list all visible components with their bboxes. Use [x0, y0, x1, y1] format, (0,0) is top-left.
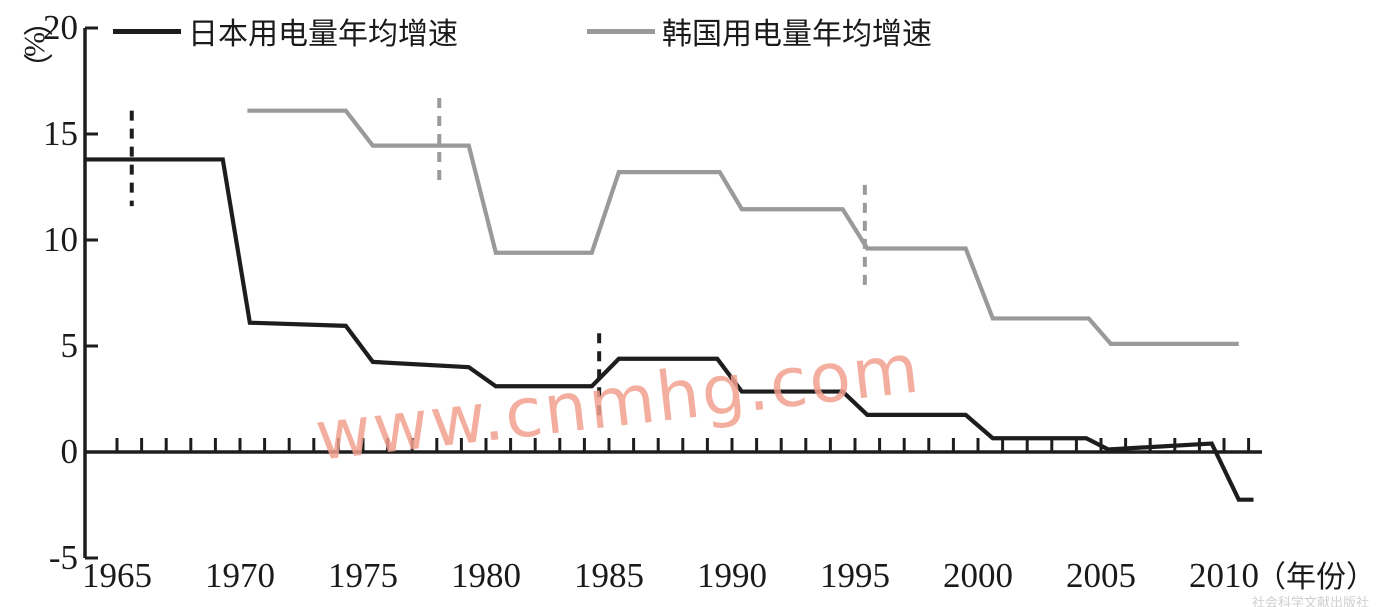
x-tick-label: 1975	[328, 556, 398, 595]
y-tick-label: 0	[61, 432, 79, 471]
x-tick-label: 2005	[1066, 556, 1136, 595]
x-tick-label: 1995	[820, 556, 890, 595]
korea-line-swatch-icon	[587, 28, 655, 34]
y-tick-label: 20	[43, 8, 78, 47]
legend-label-japan: 日本用电量年均增速	[188, 18, 458, 51]
y-tick-label: 5	[61, 326, 79, 365]
series-line-korea	[247, 108, 1239, 346]
y-tick-label: 10	[43, 220, 78, 259]
x-tick-label: 2010	[1189, 556, 1259, 595]
x-tick-label: 1990	[697, 556, 767, 595]
y-tick-label: -5	[49, 538, 78, 577]
legend-label-korea: 韩国用电量年均增速	[662, 18, 932, 51]
x-tick-label: 1980	[451, 556, 521, 595]
legend-item-korea: 韩国用电量年均增速	[587, 14, 932, 51]
y-tick-label: 15	[43, 114, 78, 153]
x-tick-label: 1985	[574, 556, 644, 595]
data-series-group	[85, 108, 1254, 502]
x-axis-unit-label: （年份）	[1256, 561, 1376, 594]
publisher-watermark: 社会科学文献出版社	[1252, 595, 1370, 607]
x-tick-label: 1970	[205, 556, 275, 595]
legend-item-japan: 日本用电量年均增速	[113, 14, 458, 51]
x-tick-label: 2000	[943, 556, 1013, 595]
axes-group: 20 15 10 5 0 -5	[43, 8, 1262, 577]
x-axis-labels-group: （年份） 1965 1970 1975 1980 1985 1990 1995 2000 200…	[82, 556, 1376, 595]
series-line-japan	[85, 157, 1254, 502]
japan-line-swatch-icon	[113, 28, 181, 34]
x-tick-label: 1965	[82, 556, 152, 595]
y-axis-unit-label: （%）	[18, 6, 51, 79]
